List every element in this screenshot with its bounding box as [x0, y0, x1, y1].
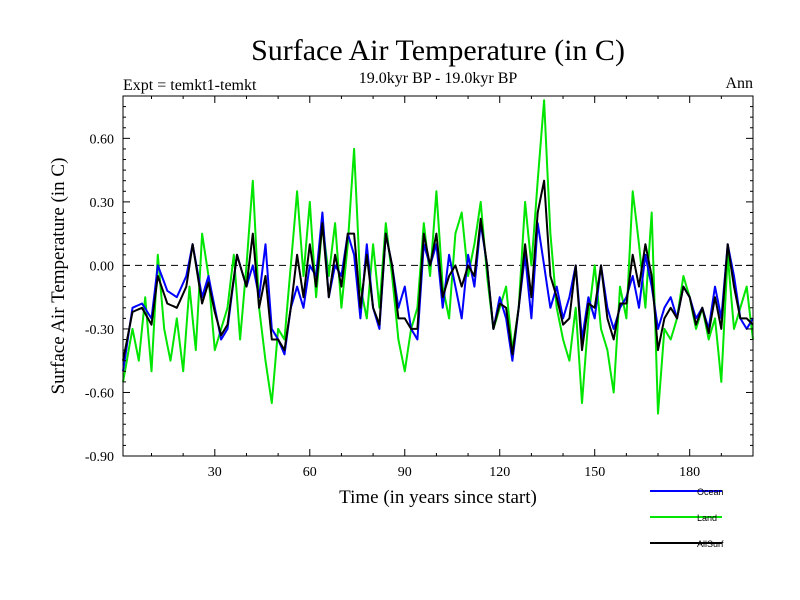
axes: 30 60 90 120 150 180 -0.90 -0.60 -0.30 0.00 0.30 0.…: [85, 96, 754, 480]
y-tick-label: 0.60: [90, 132, 115, 147]
y-tick-label: -0.90: [85, 450, 114, 465]
y-axis-label: Surface Air Temperature (in C): [48, 158, 69, 395]
plot-area: [122, 99, 754, 415]
x-tick-label: 150: [584, 465, 605, 480]
x-tick-label: 90: [398, 465, 412, 480]
x-tick-label: 120: [489, 465, 510, 480]
y-tick-label: 0.00: [90, 259, 115, 274]
y-tick-label: 0.30: [90, 196, 115, 211]
legend: Ocean Land AllSurf: [650, 487, 724, 549]
chart-title: Surface Air Temperature (in C): [251, 34, 625, 67]
x-tick-label: 180: [679, 465, 700, 480]
x-tick-label: 30: [208, 465, 222, 480]
legend-label-land: Land: [697, 513, 717, 523]
chart-subtitle: 19.0kyr BP - 19.0kyr BP: [359, 70, 518, 87]
legend-label-allsurf: AllSurf: [697, 539, 724, 549]
x-axis-label: Time (in years since start): [339, 487, 537, 508]
x-tick-label: 60: [303, 465, 317, 480]
period-label: Ann: [725, 75, 753, 92]
series-line-allsurf: [122, 179, 754, 361]
y-tick-label: -0.60: [85, 386, 114, 401]
experiment-label: Expt = temkt1-temkt: [123, 77, 257, 94]
legend-label-ocean: Ocean: [697, 487, 724, 497]
y-tick-label: -0.30: [85, 323, 114, 338]
